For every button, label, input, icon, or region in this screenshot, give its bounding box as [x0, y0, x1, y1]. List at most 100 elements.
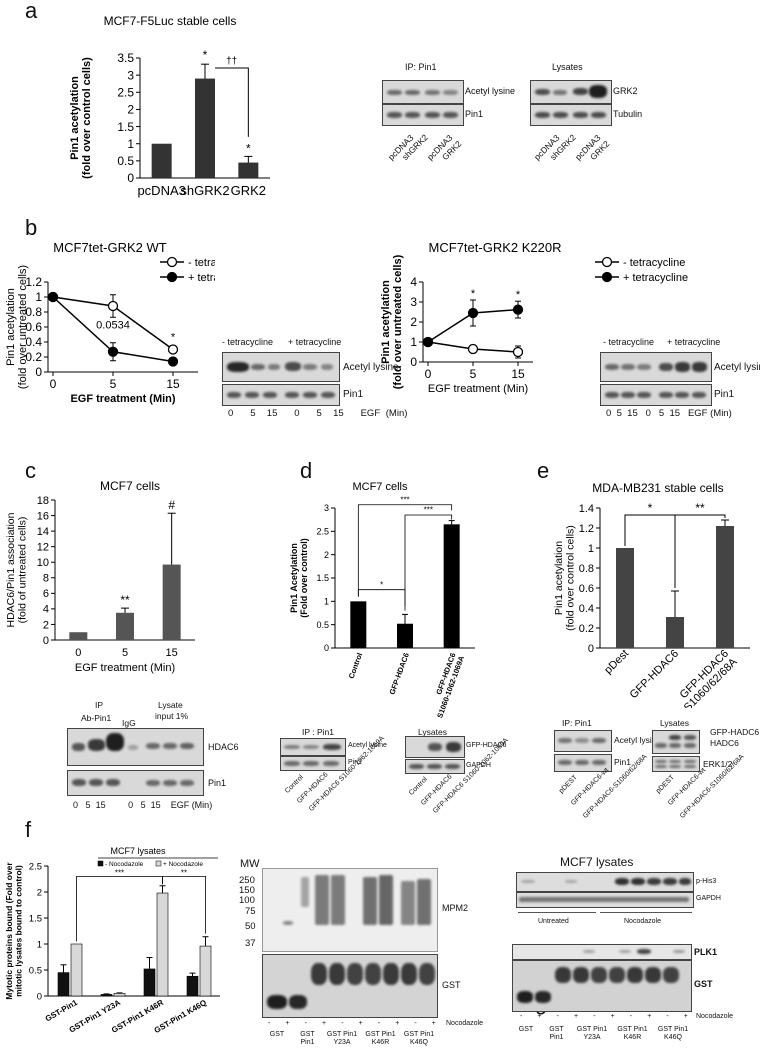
b-wt-y-tick-label: 0.2: [25, 350, 42, 364]
e-y-tick-label: 0.4: [579, 603, 594, 615]
b-k220r-annotation-star-1: *: [471, 288, 476, 300]
c-y-tick-label: 4: [43, 604, 49, 616]
d-y-tick-label: 2.5: [316, 526, 329, 536]
d-annotation-2: ***: [424, 506, 433, 515]
b-k220r-legend-label-1: + tetracycline: [623, 272, 688, 284]
e-label-erk: ERK1/2: [703, 759, 733, 769]
f-mw-label: MW: [240, 858, 260, 870]
fr-nocodazole: Nocodazole: [624, 918, 661, 925]
d-chart-title: MCF7 cells: [352, 481, 408, 493]
b-wt-legend-marker-1: [166, 271, 178, 283]
b-wt-y-label: Pin1 acetylation(fold over untreated cel…: [5, 265, 29, 389]
c-y-tick-label: 6: [43, 588, 49, 600]
b-wt-point-0-1: [107, 300, 119, 312]
c-x-tick-label: 15: [166, 647, 178, 659]
b-wt-legend-label-0: - tetracycline: [188, 257, 215, 269]
b-wt-label-pin1: Pin1: [343, 389, 364, 400]
a-label-tubulin: Tubulin: [613, 109, 643, 119]
d-bracket-2: [404, 514, 453, 606]
d-ip-blot-pin1: [280, 756, 346, 771]
b-k220r-legend-label-0: - tetracycline: [623, 257, 685, 269]
e-lysates-label: Lysates: [660, 718, 689, 728]
chart-c-bar: MCF7 cells 0 2 4 6 8 10 12 14 16 18 0 5 15 ** # EGF trea…: [5, 479, 195, 674]
a-annotation-star-2: *: [246, 141, 251, 155]
e-y-label: Pin1 acetylation(fold over control cells…: [553, 525, 577, 631]
b-wt-point-1-2: [167, 356, 179, 367]
e-label-pin1: Pin1: [614, 757, 632, 767]
b-wt-y-tick-label: 1.2: [25, 275, 42, 289]
b-wt-label-acetyl: Acetyl lysine: [343, 362, 399, 373]
b-k220r-label-pin1: Pin1: [714, 389, 735, 400]
a-x-tick-label: pcDNA3: [137, 183, 185, 198]
b-k220r-point-1-2: [512, 304, 524, 315]
g-blot-plk1: [512, 944, 692, 960]
e-y-tick-label: 0: [588, 643, 594, 655]
b-k220r-x-tick-label: 0: [425, 367, 432, 381]
f-legend-label-0: - Nocodazole: [105, 861, 144, 868]
d-ip-blot-acetyl: [280, 738, 346, 756]
a-y-tick-label: 1: [127, 137, 134, 151]
fr-untreated-line: [518, 912, 596, 913]
c-annotation-hash: #: [168, 498, 175, 512]
d-label-gfp-hdac6: GFP-HDAC6: [466, 742, 507, 749]
b-wt-annotation-pvalue: 0.0534: [96, 320, 130, 332]
b-wt-blot-pin1: [222, 384, 340, 406]
f-bar-1-0: [70, 943, 83, 997]
c-y-tick-label: 16: [37, 510, 49, 522]
d-bracket-3: [357, 504, 453, 597]
a-lys-blot-tubulin: [530, 104, 612, 126]
c-y-tick-label: 18: [37, 495, 49, 507]
b-wt-x-tick-label: 15: [166, 377, 180, 391]
f-annotation-2: **: [181, 868, 187, 877]
f-bar-0-2: [143, 968, 156, 997]
b-k220r-y-tick-label: 0: [410, 355, 417, 369]
f-blot-gst: [262, 954, 438, 1018]
c-y-tick-label: 2: [43, 619, 49, 631]
b-k220r-y-tick-label: 2: [410, 315, 417, 329]
e-x-tick-label: pDest: [602, 648, 631, 677]
e-ip-blot-acetyl: [554, 730, 612, 752]
d-x-tick-label: Control: [347, 652, 365, 680]
c-annotation-stars: **: [120, 593, 130, 607]
c-y-tick-label: 10: [37, 557, 49, 569]
e-bracket-2: [674, 514, 726, 588]
d-label-pin1: Pin1: [348, 759, 363, 766]
b-k220r-lanes: 0 5 15 0 5 15 EGF (Min): [606, 408, 732, 419]
a-annotation-star-1: *: [203, 48, 208, 62]
b-wt-point-1-0: [47, 291, 59, 303]
f-mw-250: 250: [239, 875, 255, 886]
b-k220r-legend-marker-1: [601, 271, 613, 283]
f-bracket-1: [76, 876, 163, 942]
e-x-tick-label: GFP-HDAC6S1060/62/68A: [673, 647, 740, 708]
b-k220r-minus-tet: - tetracycline: [603, 337, 655, 347]
b-wt-y-tick-label: 0.4: [25, 335, 42, 349]
d-annotation-1: *: [380, 580, 383, 589]
b-k220r-y-tick-label: 1: [410, 335, 417, 349]
f-blot-mpm2: [262, 868, 438, 952]
e-y-tick-label: 0.6: [579, 583, 594, 595]
a-y-tick-label: 1.5: [117, 120, 134, 134]
e-bar-1: [666, 617, 684, 648]
c-input: input 1%: [155, 711, 189, 721]
c-y-tick-label: 12: [37, 542, 49, 554]
d-y-tick-label: 1.5: [316, 573, 329, 583]
d-annotation-3: ***: [400, 495, 409, 504]
chart-e-bar: MDA-MB231 stable cells 0 0.2 0.4 0.6 0.8 1 1.2 1…: [553, 481, 750, 708]
a-y-tick-label: 2: [127, 103, 134, 117]
a-ip-label: IP: Pin1: [405, 62, 437, 72]
a-annotation-dagger: ††: [226, 56, 237, 67]
f-mw-100: 100: [239, 895, 255, 906]
b-wt-x-tick-label: 0: [50, 377, 57, 391]
e-lys-lane-1: pDEST: [655, 774, 676, 795]
a-significance-bracket: [215, 67, 249, 137]
panel-letter-b: b: [25, 215, 38, 240]
f-y-tick-label: 1.5: [29, 913, 42, 924]
chart-d-bar: MCF7 cells 0 0.5 1 1.5 2 2.5 3 Control GFP-HDAC6 G…: [289, 481, 475, 718]
panel-letter-d: d: [300, 458, 313, 483]
b-wt-x-tick-label: 5: [110, 377, 117, 391]
a-ip-blot-pin1: [382, 104, 464, 126]
d-y-tick-label: 0.5: [316, 620, 329, 630]
f-annotation-1: ***: [115, 868, 124, 877]
f-label-mpm2: MPM2: [442, 903, 469, 913]
c-blot-hdac6: [67, 728, 204, 766]
